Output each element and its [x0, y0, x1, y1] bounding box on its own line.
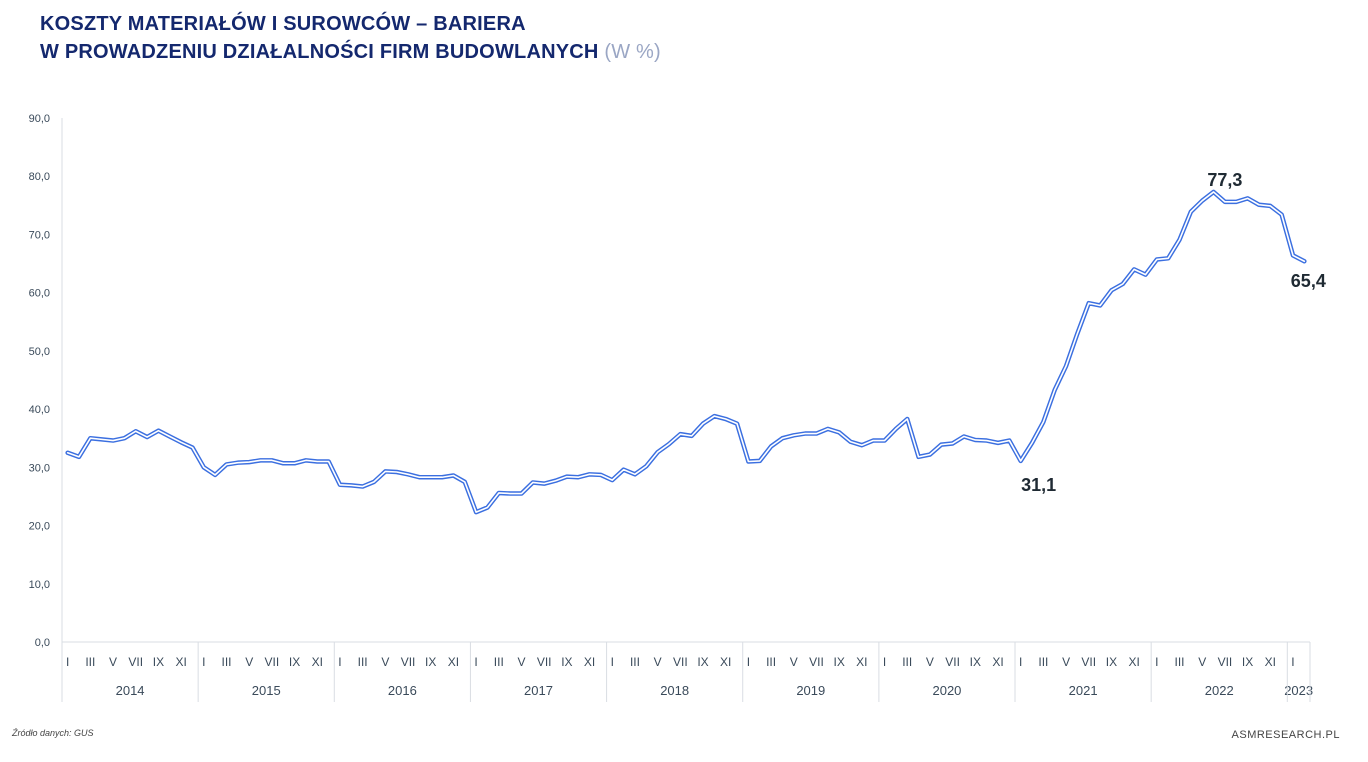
chart-title-line-2: W PROWADZENIU DZIAŁALNOŚCI FIRM BUDOWLAN…: [40, 38, 661, 66]
y-tick-label: 80,0: [29, 171, 50, 183]
x-month-label: III: [494, 655, 504, 669]
y-tick-label: 60,0: [29, 288, 50, 300]
y-tick-label: 90,0: [29, 113, 50, 125]
x-month-label: V: [654, 655, 662, 669]
x-year-label: 2021: [1069, 683, 1098, 698]
x-month-label: V: [381, 655, 389, 669]
x-month-label: IX: [1106, 655, 1117, 669]
y-tick-label: 40,0: [29, 404, 50, 416]
x-year-label: 2022: [1205, 683, 1234, 698]
x-month-label: V: [926, 655, 934, 669]
data-label: 31,1: [1021, 475, 1056, 495]
x-month-label: VII: [537, 655, 552, 669]
x-month-label: IX: [289, 655, 300, 669]
series-line-highlight: [66, 191, 1306, 513]
x-month-label: I: [66, 655, 69, 669]
x-month-label: IX: [697, 655, 708, 669]
source-note: Źródło danych: GUS: [12, 728, 94, 738]
x-month-label: XI: [175, 655, 186, 669]
y-tick-label: 30,0: [29, 462, 50, 474]
x-month-label: IX: [425, 655, 436, 669]
data-label: 77,3: [1207, 170, 1242, 190]
x-month-label: VII: [265, 655, 280, 669]
x-year-label: 2014: [116, 683, 145, 698]
x-year-label: 2019: [796, 683, 825, 698]
x-month-label: VII: [673, 655, 688, 669]
x-year-label: 2016: [388, 683, 417, 698]
x-month-label: XI: [1265, 655, 1276, 669]
y-tick-label: 70,0: [29, 229, 50, 241]
x-year-label: 2020: [932, 683, 961, 698]
y-tick-label: 50,0: [29, 346, 50, 358]
x-month-label: VII: [1081, 655, 1096, 669]
x-month-label: III: [1175, 655, 1185, 669]
chart-title: KOSZTY MATERIAŁÓW I SUROWCÓW – BARIERA W…: [40, 10, 661, 66]
x-year-label: 2017: [524, 683, 553, 698]
x-month-label: III: [902, 655, 912, 669]
x-year-label: 2023: [1284, 683, 1313, 698]
brand-label: ASMRESEARCH.PL: [1231, 729, 1340, 741]
x-month-label: V: [109, 655, 117, 669]
x-month-label: V: [1198, 655, 1206, 669]
series-line: [65, 189, 1307, 515]
x-month-label: I: [1155, 655, 1158, 669]
x-month-label: VII: [945, 655, 960, 669]
x-month-label: XI: [720, 655, 731, 669]
x-month-label: III: [85, 655, 95, 669]
y-tick-label: 20,0: [29, 521, 50, 533]
x-month-label: VII: [401, 655, 416, 669]
x-month-label: IX: [970, 655, 981, 669]
x-month-label: XI: [584, 655, 595, 669]
x-month-label: VII: [128, 655, 143, 669]
y-tick-label: 0,0: [35, 637, 50, 649]
x-month-label: IX: [153, 655, 164, 669]
x-month-label: V: [245, 655, 253, 669]
data-label: 65,4: [1291, 271, 1326, 291]
x-month-label: VII: [809, 655, 824, 669]
x-month-label: I: [202, 655, 205, 669]
chart-title-line-2-text: W PROWADZENIU DZIAŁALNOŚCI FIRM BUDOWLAN…: [40, 41, 599, 63]
x-year-label: 2015: [252, 683, 281, 698]
x-month-label: III: [630, 655, 640, 669]
x-month-label: III: [1038, 655, 1048, 669]
chart-title-line-1: KOSZTY MATERIAŁÓW I SUROWCÓW – BARIERA: [40, 13, 526, 35]
x-month-label: V: [517, 655, 525, 669]
x-month-label: XI: [856, 655, 867, 669]
x-month-label: I: [1019, 655, 1022, 669]
x-month-label: I: [747, 655, 750, 669]
x-month-label: I: [883, 655, 886, 669]
x-month-label: I: [1291, 655, 1294, 669]
x-month-label: IX: [833, 655, 844, 669]
x-month-label: XI: [312, 655, 323, 669]
x-month-label: I: [338, 655, 341, 669]
y-tick-label: 10,0: [29, 579, 50, 591]
x-month-label: V: [790, 655, 798, 669]
x-month-label: I: [611, 655, 614, 669]
x-month-label: IX: [561, 655, 572, 669]
x-month-label: III: [358, 655, 368, 669]
x-month-label: IX: [1242, 655, 1253, 669]
x-month-label: V: [1062, 655, 1070, 669]
x-month-label: III: [766, 655, 776, 669]
x-year-label: 2018: [660, 683, 689, 698]
x-month-label: VII: [1218, 655, 1233, 669]
x-month-label: XI: [448, 655, 459, 669]
x-month-label: XI: [1128, 655, 1139, 669]
chart-title-unit: (W %): [604, 41, 661, 63]
x-month-label: XI: [992, 655, 1003, 669]
x-month-label: I: [474, 655, 477, 669]
x-month-label: III: [222, 655, 232, 669]
